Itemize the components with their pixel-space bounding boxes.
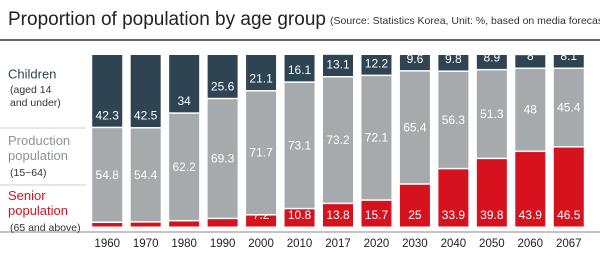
bar-segment [207, 55, 238, 98]
x-tick-label: 2040 [441, 238, 467, 250]
data-label: 69.3 [211, 151, 235, 165]
data-label: 65.4 [403, 120, 427, 134]
chart-subtitle: (Source: Statistics Korea, Unit: %, base… [330, 15, 600, 27]
bar-segment [323, 77, 353, 203]
bar-segment [92, 222, 123, 227]
bar-segment [361, 55, 392, 75]
bar-segment [323, 54, 353, 76]
bar-segment [130, 55, 161, 128]
data-label: 56.3 [442, 113, 466, 127]
bar-segment [515, 152, 546, 227]
bar-segment [515, 55, 546, 68]
data-label: 12.2 [365, 56, 389, 70]
data-label: 15.7 [365, 208, 389, 222]
bar-segment [246, 215, 277, 227]
bar-segment [399, 71, 430, 184]
bar-segment [476, 70, 507, 158]
data-label: 33.9 [442, 208, 466, 222]
x-tick-label: 1960 [94, 238, 120, 250]
data-label: 51.3 [480, 107, 504, 121]
data-label: 46.5 [557, 208, 581, 222]
data-label: 8 [527, 49, 534, 63]
bar-segment [207, 99, 238, 218]
data-label: 42.5 [134, 109, 158, 123]
bar-segment [515, 69, 546, 151]
data-label: 43.9 [519, 208, 543, 222]
legend-label: Production population [8, 133, 70, 163]
bar-segment [169, 113, 200, 220]
x-tick-label: 2030 [402, 238, 428, 250]
data-label: 48 [524, 103, 538, 117]
bar-segment [438, 55, 469, 71]
bar-segment [246, 55, 277, 91]
data-label: 54.4 [134, 168, 158, 182]
bar-segment [553, 55, 584, 68]
data-label: 10.8 [288, 208, 312, 222]
bar-segment [553, 147, 584, 227]
bar-segment [399, 184, 430, 227]
bar-segment [246, 91, 277, 215]
x-tick-label: 2017 [325, 238, 351, 250]
bar-segment [92, 55, 123, 127]
data-label: 42.3 [96, 108, 120, 122]
data-label: 21.1 [249, 72, 273, 86]
bar-segment [476, 159, 507, 227]
bar-segment [92, 128, 123, 222]
data-label: 73.2 [326, 133, 350, 147]
x-tick-label: 1970 [133, 238, 159, 250]
data-label: 9.8 [445, 52, 462, 66]
bar-segment [553, 69, 584, 147]
bar-segment [284, 209, 315, 227]
x-tick-label: 2050 [479, 238, 505, 250]
bar-segment [476, 55, 507, 69]
bar-segment [207, 219, 238, 227]
data-label: 8.9 [484, 51, 501, 65]
x-tick-label: 1980 [171, 238, 197, 250]
legend-label: Senior population [8, 188, 68, 218]
data-label: 71.7 [249, 146, 273, 160]
bar-segment [438, 169, 469, 227]
bar-segment [361, 200, 392, 227]
x-tick-label: 1990 [210, 238, 236, 250]
legend-label: Children [8, 66, 56, 81]
legend-note: (15~64) [10, 167, 46, 179]
data-label: 54.8 [96, 168, 120, 182]
bar-segment [169, 55, 200, 113]
data-label: 16.1 [288, 63, 312, 77]
data-label: 13.1 [326, 58, 350, 72]
bar-segment [169, 221, 200, 227]
bar-segment [284, 82, 315, 208]
chart-title: Proportion of population by age group [8, 9, 326, 30]
data-label: 39.8 [480, 208, 504, 222]
legend-note: (aged 14 and under) [10, 84, 61, 109]
x-tick-label: 2000 [248, 238, 274, 250]
bar-segment [130, 222, 161, 227]
data-label: 8.1 [560, 49, 577, 63]
data-label: 72.1 [365, 131, 389, 145]
x-tick-label: 2067 [556, 238, 582, 250]
bar-segment [284, 55, 315, 82]
legend-note: (65 and above) [10, 222, 81, 234]
x-tick-label: 2010 [287, 238, 313, 250]
bar-segment [361, 76, 392, 200]
data-label: 25 [408, 208, 422, 222]
data-label: 73.1 [288, 138, 312, 152]
bar-segment [323, 204, 353, 227]
data-label: 34 [177, 94, 191, 108]
data-label: 9.6 [407, 52, 424, 66]
bar-segment [399, 55, 430, 71]
data-label: 45.4 [557, 100, 581, 114]
bar-segment [130, 128, 161, 222]
bar-segment [438, 71, 469, 168]
data-label: 25.6 [211, 79, 235, 93]
data-label: 13.8 [326, 208, 350, 222]
x-tick-label: 2060 [518, 238, 544, 250]
data-label: 62.2 [172, 160, 196, 174]
x-tick-label: 2020 [364, 238, 390, 250]
